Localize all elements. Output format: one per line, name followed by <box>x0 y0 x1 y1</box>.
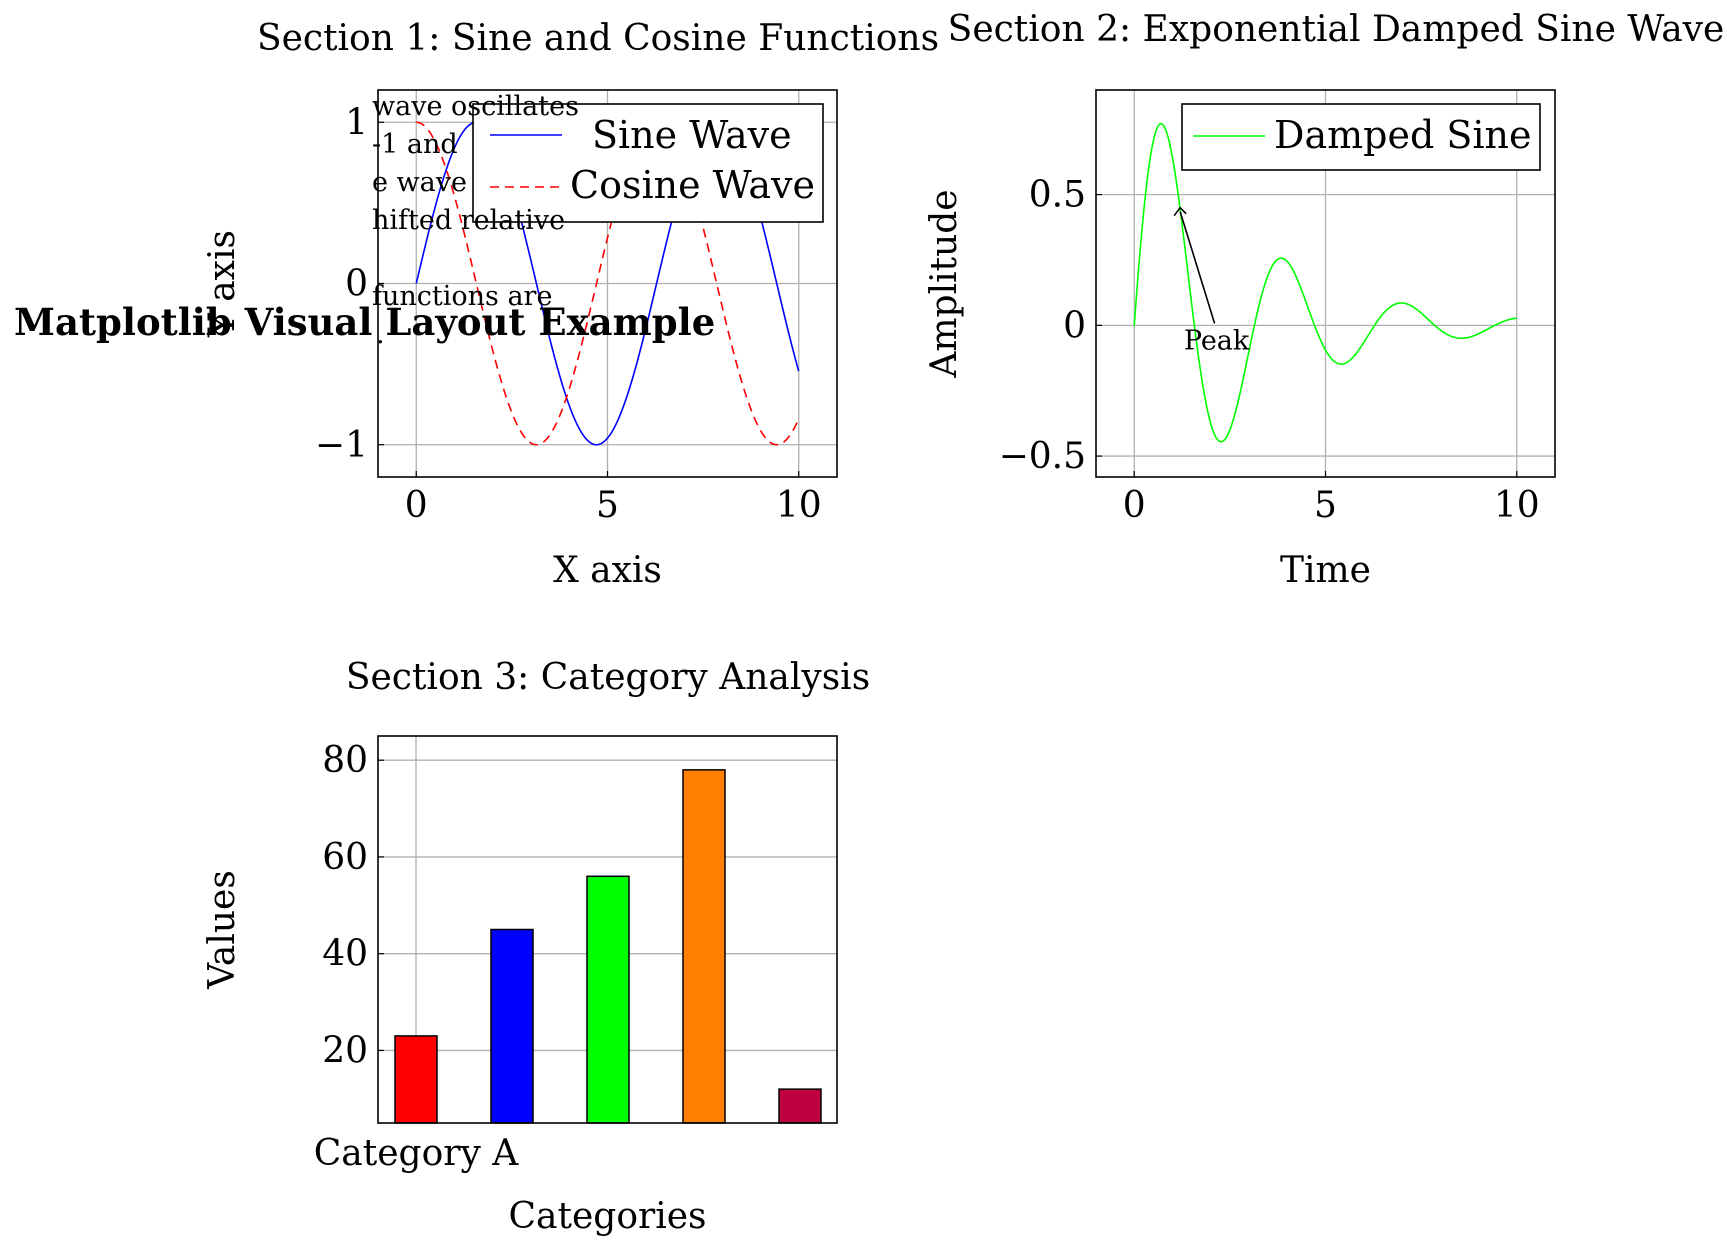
annotation-arrow-line <box>1179 211 1216 324</box>
side-note-line: functions are <box>372 281 552 312</box>
legend-box <box>472 103 824 223</box>
y-tick-label: 0.5 <box>1029 175 1086 216</box>
side-note-line: -1 and <box>372 129 458 160</box>
legend-label-damped: Damped Sine <box>1274 113 1532 157</box>
side-note-line: . <box>376 319 385 350</box>
annotation-arrow-head <box>1173 206 1187 217</box>
y-axis-label: Values <box>202 870 243 990</box>
annotation-text: Peak <box>1184 325 1250 356</box>
bar-3 <box>682 769 726 1124</box>
series-line-1 <box>416 121 800 446</box>
damped-sine-panel: 0 5 10 −0.5 0 0.5 Section 2: Exponential Dampe… <box>924 9 1724 591</box>
x-tick-label: 5 <box>596 485 619 526</box>
category-bar-panel: 20 40 60 80 Section 3: Category Analysis Cate… <box>202 657 870 1237</box>
x-tick-label: 0 <box>1123 485 1146 526</box>
axes-frame-3 <box>377 735 838 1124</box>
y-tick-label: 40 <box>322 934 368 975</box>
x-tick-label: 5 <box>1314 485 1337 526</box>
axes-frame-2 <box>1095 89 1556 478</box>
x-tick-label: Category A <box>314 1133 519 1174</box>
bar-4 <box>778 1088 822 1124</box>
y-tick-label: 60 <box>322 837 368 878</box>
figure-suptitle: Matplotlib Visual Layout Example <box>14 300 715 344</box>
x-axis-label: Time <box>1280 550 1371 591</box>
x-tick-label: 10 <box>1494 485 1540 526</box>
y-tick-label: −1 <box>315 425 368 466</box>
x-tick-label: 0 <box>405 485 428 526</box>
bar-0 <box>394 1035 438 1124</box>
side-note-text: wave oscillates -1 and e wave hifted rel… <box>372 91 579 350</box>
chart-title: Section 1: Sine and Cosine Functions <box>257 18 939 59</box>
chart-title: Section 2: Exponential Damped Sine Wave <box>948 9 1725 50</box>
y-tick-label: 0 <box>345 264 368 305</box>
bar-1 <box>490 928 534 1124</box>
side-note-line: wave oscillates <box>372 91 579 122</box>
y-tick-label: 20 <box>322 1030 368 1071</box>
y-tick-label: 0 <box>1063 305 1086 346</box>
side-note-line: hifted relative <box>372 205 565 236</box>
sine-cosine-panel: 0 5 10 −1 0 1 Section 1: Sine and Cosine Funct… <box>202 18 939 591</box>
legend-label-sine: Sine Wave <box>592 113 792 157</box>
y-axis-label: Amplitude <box>924 189 965 378</box>
x-axis-label: X axis <box>553 550 662 591</box>
chart-title: Section 3: Category Analysis <box>346 657 870 698</box>
legend-label-cosine: Cosine Wave <box>570 163 815 207</box>
axes-frame-1 <box>377 89 838 478</box>
legend: Damped Sine <box>1181 103 1541 171</box>
y-axis-label: Y axis <box>202 230 243 338</box>
series-line-0 <box>1133 122 1517 443</box>
legend-box <box>1181 103 1541 171</box>
y-tick-label: 80 <box>322 740 368 781</box>
x-tick-label: 10 <box>776 485 822 526</box>
legend: Sine Wave Cosine Wave <box>472 103 824 223</box>
y-tick-label: −0.5 <box>999 436 1086 477</box>
bar-2 <box>586 875 630 1124</box>
x-axis-label: Categories <box>509 1196 707 1237</box>
side-note-line: e wave <box>372 167 467 198</box>
y-tick-label: 1 <box>345 102 368 143</box>
